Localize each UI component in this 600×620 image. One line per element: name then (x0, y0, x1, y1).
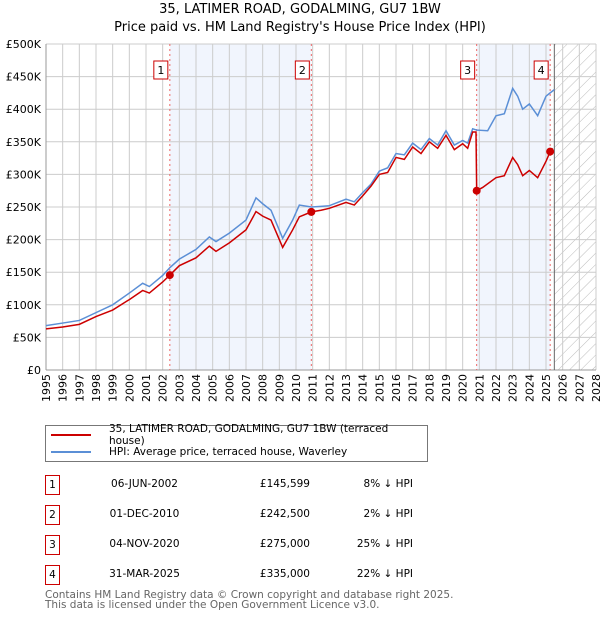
legend-swatch-red (51, 434, 91, 436)
sale-price: £145,599 (259, 478, 310, 490)
x-tick-label: 2004 (190, 374, 203, 402)
y-tick-label: £150K (6, 266, 42, 279)
sale-price: £242,500 (259, 508, 310, 520)
x-tick-label: 2023 (507, 374, 520, 402)
legend: 35, LATIMER ROAD, GODALMING, GU7 1BW (te… (45, 423, 428, 462)
x-tick-label: 2014 (357, 374, 370, 402)
sale-row: 4 31-MAR-2025 £335,000 22% ↓ HPI (45, 565, 445, 585)
x-tick-label: 2022 (490, 374, 503, 402)
sale-hpi-diff: 22% ↓ HPI (356, 568, 413, 580)
y-tick-label: £200K (6, 234, 42, 247)
sale-price: £335,000 (259, 568, 310, 580)
sale-point (307, 207, 316, 216)
sale-date: 06-JUN-2002 (111, 478, 178, 490)
x-tick-label: 2001 (140, 374, 153, 402)
x-tick-label: 2024 (523, 374, 536, 402)
y-tick-label: £400K (6, 103, 42, 116)
sale-number-badge: 4 (45, 565, 60, 585)
legend-label: HPI: Average price, terraced house, Wave… (109, 446, 348, 458)
sale-hpi-diff: 25% ↓ HPI (356, 538, 413, 550)
sale-date: 04-NOV-2020 (109, 538, 180, 550)
sale-row: 2 01-DEC-2010 £242,500 2% ↓ HPI (45, 505, 445, 525)
sale-hpi-diff: 8% ↓ HPI (363, 478, 413, 490)
sale-marker-box (460, 60, 476, 80)
x-tick-label: 2015 (373, 374, 386, 402)
x-tick-label: 1998 (90, 374, 103, 402)
footer-line: This data is licensed under the Open Gov… (45, 599, 380, 611)
sale-row: 1 06-JUN-2002 £145,599 8% ↓ HPI (45, 475, 445, 495)
legend-label: 35, LATIMER ROAD, GODALMING, GU7 1BW (te… (108, 423, 389, 447)
sale-marker-label: 1 (157, 64, 164, 77)
y-tick-label: £0 (27, 364, 41, 377)
sale-row: 3 04-NOV-2020 £275,000 25% ↓ HPI (45, 535, 445, 555)
x-tick-label: 2012 (323, 374, 336, 402)
x-tick-label: 1997 (73, 374, 86, 402)
y-tick-label: £450K (6, 71, 42, 84)
sale-number-badge: 2 (45, 505, 60, 525)
y-tick-label: £350K (6, 136, 42, 149)
legend-swatch-blue (51, 451, 91, 453)
x-tick-label: 2019 (440, 374, 453, 402)
sale-marker-box (153, 60, 169, 80)
sale-marker-label: 3 (464, 64, 471, 77)
x-tick-label: 2017 (407, 374, 420, 402)
x-tick-label: 2002 (157, 374, 170, 402)
y-tick-label: £250K (6, 201, 42, 214)
sale-number-badge: 1 (45, 475, 60, 495)
sale-point (165, 271, 174, 280)
x-tick-label: 2009 (273, 374, 286, 402)
y-tick-label: £100K (6, 299, 42, 312)
hpi-series-line (45, 86, 555, 327)
x-tick-label: 2006 (223, 374, 236, 402)
sale-number-badge: 3 (45, 535, 60, 555)
y-tick-label: £50K (13, 331, 42, 344)
x-tick-label: 2007 (240, 374, 253, 402)
sale-date: 31-MAR-2025 (109, 568, 180, 580)
sale-hpi-diff: 2% ↓ HPI (363, 508, 413, 520)
x-tick-label: 2011 (307, 374, 320, 402)
x-tick-label: 1999 (107, 374, 120, 402)
sale-price: £275,000 (259, 538, 310, 550)
sale-point (546, 147, 555, 156)
line-chart: 1995 1996 1997 1998 1999 2000 2001 2002 2003 2004… (6, 38, 600, 402)
x-tick-label: 2005 (207, 374, 220, 402)
x-tick-label: 2018 (423, 374, 436, 402)
x-tick-label: 2003 (173, 374, 186, 402)
sale-date: 01-DEC-2010 (109, 508, 180, 520)
sale-point (472, 186, 481, 195)
x-tick-label: 2016 (390, 374, 403, 402)
footer: Contains HM Land Registry data © Crown c… (45, 589, 454, 611)
chart-subtitle: Price paid vs. HM Land Registry's House … (114, 20, 486, 35)
x-tick-label: 2025 (540, 374, 553, 402)
x-tick-label: 2027 (573, 374, 586, 402)
x-tick-label: 2010 (290, 374, 303, 402)
x-tick-label: 1995 (40, 374, 53, 402)
x-tick-label: 2028 (590, 374, 600, 402)
legend-item-property: 35, LATIMER ROAD, GODALMING, GU7 1BW (te… (51, 423, 427, 447)
y-tick-label: £300K (6, 168, 42, 181)
legend-item-hpi: HPI: Average price, terraced house, Wave… (51, 444, 347, 460)
sale-marker-label: 2 (299, 64, 306, 77)
sale-marker-label: 4 (538, 64, 545, 77)
x-tick-label: 2008 (257, 374, 270, 402)
x-tick-label: 2021 (473, 374, 486, 402)
y-tick-label: £500K (6, 38, 42, 51)
chart-title: 35, LATIMER ROAD, GODALMING, GU7 1BW (159, 2, 441, 17)
x-tick-label: 2026 (557, 374, 570, 402)
x-tick-label: 2020 (457, 374, 470, 402)
footer-line: Contains HM Land Registry data © Crown c… (45, 589, 454, 601)
sale-marker-box (294, 60, 310, 80)
x-tick-label: 1996 (57, 374, 70, 402)
x-tick-label: 2000 (123, 374, 136, 402)
x-tick-label: 2013 (340, 374, 353, 402)
sale-marker-box (533, 60, 549, 80)
